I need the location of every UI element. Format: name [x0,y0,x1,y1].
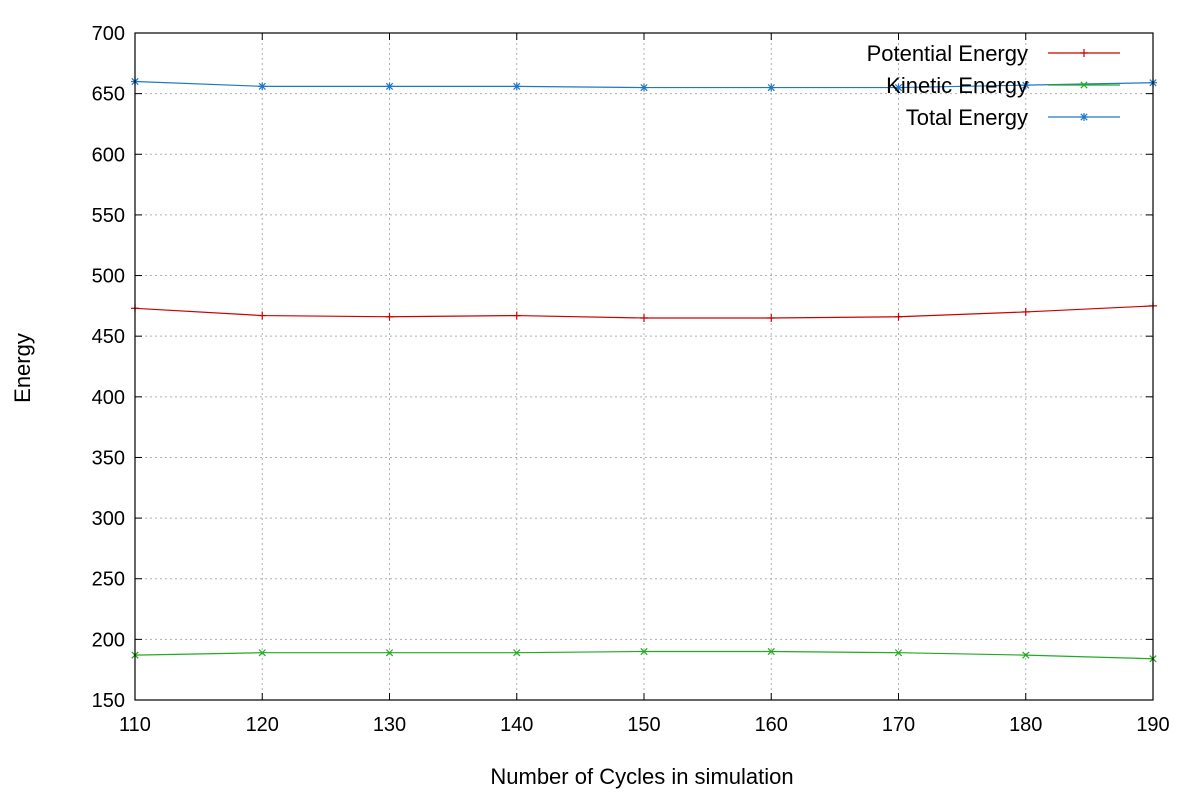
series-line [134,650,1154,660]
y-tick-label: 500 [92,266,125,288]
data-point [640,313,648,322]
y-tick-label: 200 [92,629,125,651]
y-tick-label: 550 [92,205,125,227]
data-point [258,82,267,91]
data-point [258,311,267,320]
data-point [640,83,648,92]
data-point [894,83,903,92]
y-tick-label: 150 [92,690,125,712]
legend: Potential Energy Kinetic Energy Total Ener… [867,41,1120,130]
data-point [894,649,903,657]
legend-marker [1080,81,1088,89]
x-axis-title: Number of Cycles in simulation [490,764,793,789]
data-point [512,311,521,320]
x-tick-label: 190 [1136,714,1169,736]
y-tick-label: 650 [92,84,125,106]
legend-entry: Kinetic Energy [886,73,1120,98]
x-tick-label: 150 [627,714,660,736]
legend-label: Potential Energy [867,41,1028,66]
data-point [385,649,394,657]
grid [135,33,1153,700]
legend-entry: Potential Energy [867,41,1120,66]
y-axis-title: Energy [10,333,35,403]
y-tick-label: 350 [92,447,125,469]
y-tick-label: 300 [92,508,125,530]
data-point [258,649,266,657]
x-axis-ticks: 110 120 130 140 150 160 170 180 190 [119,33,1170,736]
data-point [1021,81,1030,90]
data-point [1021,307,1030,316]
y-tick-label: 450 [92,326,125,348]
data-point [894,312,903,321]
y-tick-label: 250 [92,569,125,591]
y-tick-label: 600 [92,144,125,166]
data-point [513,649,521,657]
x-tick-label: 110 [119,714,151,736]
data-point [767,83,776,92]
x-tick-label: 160 [755,714,788,736]
series-kinetic-energy [131,647,1157,663]
data-point [767,313,776,322]
data-point [640,647,648,656]
x-tick-label: 130 [373,714,406,736]
data-point [512,82,521,91]
legend-marker [1080,113,1088,121]
data-point [385,312,394,321]
x-tick-label: 120 [246,714,279,736]
legend-label: Total Energy [906,105,1028,130]
legend-marker [1080,49,1088,57]
x-tick-label: 180 [1009,714,1042,736]
legend-entry: Total Energy [906,105,1120,130]
y-tick-label: 400 [92,387,125,409]
legend-label: Kinetic Energy [886,73,1028,98]
data-point [1022,651,1030,659]
data-point [385,82,394,91]
x-tick-label: 140 [500,714,533,736]
y-tick-label: 700 [92,23,125,45]
y-axis-ticks: 150 200 250 300 350 400 450 500 550 600 650 700 [92,23,1153,712]
data-point [767,647,775,656]
x-tick-label: 170 [882,714,915,736]
